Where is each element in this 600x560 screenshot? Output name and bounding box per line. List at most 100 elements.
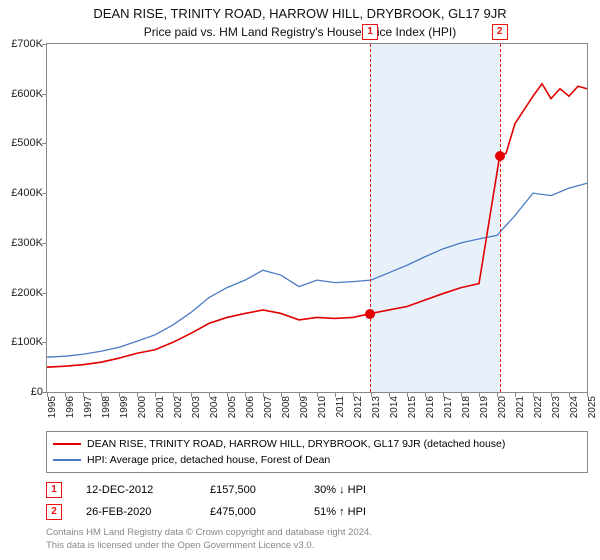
ytick-line	[42, 143, 47, 144]
legend-row-hpi: HPI: Average price, detached house, Fore…	[53, 452, 581, 468]
xtick-line	[587, 392, 588, 397]
sale-delta-1: 30% ↓ HPI	[314, 484, 414, 496]
xtick-label: 2007	[263, 396, 274, 418]
chart-plot-area: £0£100K£200K£300K£400K£500K£600K£700K199…	[46, 43, 588, 393]
ytick-line	[42, 243, 47, 244]
chart-lines-svg	[47, 44, 587, 392]
xtick-label: 1995	[47, 396, 58, 418]
xtick-line	[83, 392, 84, 397]
ytick-line	[42, 342, 47, 343]
xtick-label: 2004	[209, 396, 220, 418]
xtick-label: 2020	[497, 396, 508, 418]
ytick-line	[42, 193, 47, 194]
legend-swatch-property	[53, 443, 81, 445]
xtick-line	[155, 392, 156, 397]
xtick-label: 2001	[155, 396, 166, 418]
xtick-line	[281, 392, 282, 397]
ytick-line	[42, 293, 47, 294]
xtick-label: 2016	[425, 396, 436, 418]
xtick-label: 2005	[227, 396, 238, 418]
xtick-line	[65, 392, 66, 397]
xtick-line	[407, 392, 408, 397]
xtick-line	[191, 392, 192, 397]
xtick-line	[515, 392, 516, 397]
sale-price-2: £475,000	[210, 506, 290, 518]
xtick-label: 1998	[101, 396, 112, 418]
xtick-label: 2008	[281, 396, 292, 418]
xtick-label: 2013	[371, 396, 382, 418]
footer-line-1: Contains HM Land Registry data © Crown c…	[46, 527, 588, 540]
series-line	[47, 183, 587, 357]
ytick-label: £500K	[11, 137, 43, 149]
legend-row-property: DEAN RISE, TRINITY ROAD, HARROW HILL, DR…	[53, 436, 581, 452]
xtick-line	[479, 392, 480, 397]
sales-row-2: 2 26-FEB-2020 £475,000 51% ↑ HPI	[46, 501, 588, 523]
xtick-line	[551, 392, 552, 397]
xtick-label: 2017	[443, 396, 454, 418]
xtick-label: 2021	[515, 396, 526, 418]
xtick-line	[497, 392, 498, 397]
xtick-label: 2019	[479, 396, 490, 418]
footer-line-2: This data is licensed under the Open Gov…	[46, 540, 588, 553]
footer: Contains HM Land Registry data © Crown c…	[46, 527, 588, 553]
xtick-line	[317, 392, 318, 397]
xtick-line	[47, 392, 48, 397]
xtick-line	[263, 392, 264, 397]
xtick-line	[371, 392, 372, 397]
legend-box: DEAN RISE, TRINITY ROAD, HARROW HILL, DR…	[46, 431, 588, 473]
xtick-line	[227, 392, 228, 397]
xtick-line	[335, 392, 336, 397]
xtick-label: 2015	[407, 396, 418, 418]
xtick-label: 2011	[335, 396, 346, 418]
ytick-label: £700K	[11, 38, 43, 50]
xtick-line	[389, 392, 390, 397]
xtick-label: 2010	[317, 396, 328, 418]
sale-date-2: 26-FEB-2020	[86, 506, 186, 518]
ytick-label: £400K	[11, 187, 43, 199]
marker-label-box: 2	[492, 24, 508, 40]
legend-label-hpi: HPI: Average price, detached house, Fore…	[87, 452, 330, 468]
xtick-label: 2000	[137, 396, 148, 418]
ytick-label: £300K	[11, 237, 43, 249]
marker-dashed-line	[500, 44, 501, 392]
xtick-label: 1996	[65, 396, 76, 418]
xtick-label: 2014	[389, 396, 400, 418]
xtick-line	[533, 392, 534, 397]
sale-point-dot	[365, 309, 375, 319]
chart-container: DEAN RISE, TRINITY ROAD, HARROW HILL, DR…	[0, 0, 600, 560]
xtick-label: 2022	[533, 396, 544, 418]
xtick-label: 2009	[299, 396, 310, 418]
xtick-line	[425, 392, 426, 397]
ytick-line	[42, 94, 47, 95]
ytick-label: £100K	[11, 336, 43, 348]
sale-delta-2: 51% ↑ HPI	[314, 506, 414, 518]
xtick-label: 2018	[461, 396, 472, 418]
xtick-line	[461, 392, 462, 397]
sale-date-1: 12-DEC-2012	[86, 484, 186, 496]
marker-label-box: 1	[362, 24, 378, 40]
sales-table: 1 12-DEC-2012 £157,500 30% ↓ HPI 2 26-FE…	[46, 479, 588, 523]
xtick-line	[119, 392, 120, 397]
xtick-line	[137, 392, 138, 397]
xtick-line	[353, 392, 354, 397]
xtick-label: 2025	[587, 396, 598, 418]
xtick-label: 2024	[569, 396, 580, 418]
xtick-label: 1997	[83, 396, 94, 418]
xtick-line	[101, 392, 102, 397]
xtick-line	[569, 392, 570, 397]
ytick-line	[42, 44, 47, 45]
marker-dashed-line	[370, 44, 371, 392]
xtick-label: 2006	[245, 396, 256, 418]
xtick-label: 2012	[353, 396, 364, 418]
legend-swatch-hpi	[53, 459, 81, 461]
title-line-1: DEAN RISE, TRINITY ROAD, HARROW HILL, DR…	[0, 0, 600, 21]
xtick-line	[443, 392, 444, 397]
xtick-line	[209, 392, 210, 397]
ytick-label: £600K	[11, 88, 43, 100]
xtick-line	[245, 392, 246, 397]
ytick-label: £200K	[11, 287, 43, 299]
xtick-label: 2002	[173, 396, 184, 418]
legend-label-property: DEAN RISE, TRINITY ROAD, HARROW HILL, DR…	[87, 436, 505, 452]
xtick-line	[299, 392, 300, 397]
sale-marker-1: 1	[46, 482, 62, 498]
